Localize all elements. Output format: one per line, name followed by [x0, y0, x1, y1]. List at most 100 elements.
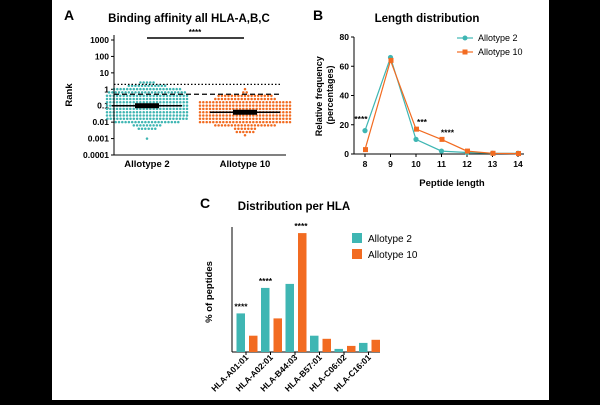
data-point-allotype-10 — [266, 124, 270, 127]
data-point-allotype-10 — [198, 104, 202, 107]
data-point-allotype-2 — [142, 117, 145, 121]
data-point-allotype-10 — [233, 94, 237, 97]
data-point-allotype-2 — [106, 117, 109, 121]
legend-label-allotype-10: Allotype 10 — [368, 250, 418, 261]
data-point-allotype-2 — [182, 101, 185, 104]
panel-a-reference-lines — [114, 83, 282, 95]
data-point-allotype-2 — [185, 101, 189, 104]
data-point-allotype-10 — [202, 110, 205, 114]
data-point-allotype-2 — [135, 97, 139, 101]
data-point-allotype-10 — [223, 97, 227, 101]
panel-b-annotations: **** ******* — [354, 114, 454, 138]
legend-swatch-allotype-2 — [352, 233, 362, 243]
data-point-allotype-2 — [168, 117, 172, 121]
data-point-allotype-10 — [208, 107, 212, 111]
data-point-allotype-2 — [149, 94, 152, 97]
data-point-allotype-2 — [152, 87, 155, 91]
data-point-allotype-2 — [137, 91, 141, 94]
bar-allotype-2 — [285, 283, 294, 352]
data-point-allotype-10 — [282, 114, 285, 117]
data-point-allotype-10 — [208, 104, 212, 107]
data-point-allotype-2 — [135, 110, 139, 114]
data-point-allotype-10 — [205, 117, 208, 121]
data-point-allotype-10 — [242, 91, 245, 94]
data-point-allotype-10 — [256, 124, 260, 127]
data-point-allotype-10 — [228, 117, 232, 121]
data-point-allotype-10 — [262, 104, 265, 107]
data-point-allotype-2 — [139, 94, 142, 97]
data-point-allotype-2 — [134, 120, 137, 124]
data-point-allotype-2 — [152, 81, 155, 84]
data-point-allotype-10 — [262, 107, 265, 111]
data-point-allotype-2 — [125, 114, 129, 117]
data-point-allotype-10 — [275, 117, 278, 121]
data-point-allotype-10 — [215, 104, 218, 107]
data-point-allotype-2 — [155, 107, 159, 111]
data-point-allotype-2 — [163, 120, 167, 124]
data-point-allotype-10 — [265, 107, 268, 111]
data-point-allotype-10 — [235, 120, 238, 124]
data-point-allotype-2 — [172, 110, 175, 114]
data-point-allotype-2 — [157, 84, 160, 88]
data-point-allotype-10 — [223, 94, 227, 97]
data-point-allotype-10 — [256, 97, 260, 101]
data-point-allotype-2 — [139, 114, 142, 117]
data-point-allotype-10 — [288, 110, 292, 114]
data-point-allotype-2 — [129, 97, 132, 101]
data-point-allotype-10 — [288, 114, 292, 117]
data-point-allotype-2 — [111, 91, 114, 94]
data-point-allotype-2 — [145, 81, 149, 84]
data-point-allotype-10 — [198, 117, 202, 121]
data-point-allotype-10 — [238, 130, 242, 134]
data-point-allotype-2 — [165, 101, 169, 104]
data-point-allotype-2 — [175, 107, 179, 111]
data-point-allotype-10 — [230, 94, 234, 97]
data-point-allotype-10 — [240, 127, 243, 130]
data-point-allotype-10 — [282, 110, 285, 114]
data-point-allotype-10 — [233, 97, 237, 101]
data-point-allotype-10 — [265, 101, 268, 104]
data-point-allotype-2 — [159, 107, 162, 111]
data-point-allotype-10 — [238, 120, 242, 124]
data-point-allotype-2 — [109, 107, 112, 111]
data-point-allotype-10 — [218, 104, 222, 107]
data-point-allotype-10 — [205, 110, 208, 114]
data-point-allotype-2 — [127, 120, 131, 124]
data-point-allotype-10 — [268, 107, 272, 111]
data-point-allotype-2 — [169, 94, 172, 97]
legend-label-allotype-2: Allotype 2 — [368, 234, 412, 245]
data-point-allotype-10 — [285, 104, 288, 107]
data-point-allotype-10 — [212, 120, 215, 124]
data-point-allotype-2 — [150, 84, 154, 88]
data-point-allotype-2 — [167, 91, 170, 94]
data-point-allotype-2 — [163, 91, 167, 94]
data-point-allotype-10 — [265, 114, 268, 117]
data-point-allotype-10 — [275, 101, 278, 104]
data-point-allotype-10 — [288, 120, 292, 124]
data-point-allotype-2 — [119, 107, 122, 111]
data-point-allotype-10 — [270, 124, 273, 127]
data-point-allotype-2 — [145, 87, 149, 91]
data-point-allotype-10 — [248, 130, 252, 134]
data-point-allotype-2 — [182, 97, 185, 101]
data-point-allotype-10 — [220, 124, 224, 127]
data-point-allotype-2 — [135, 87, 139, 91]
x-tick-label: 10 — [411, 159, 421, 169]
data-point-allotype-10 — [217, 124, 220, 127]
data-point-allotype-10 — [288, 104, 292, 107]
data-point-allotype-10 — [205, 101, 208, 104]
data-point-allotype-2 — [154, 127, 157, 130]
data-point-allotype-10 — [243, 94, 247, 97]
data-point-allotype-2 — [132, 87, 136, 91]
data-point-allotype-10 — [243, 124, 247, 127]
data-point-allotype-10 — [272, 120, 275, 124]
data-point-allotype-2 — [132, 110, 135, 114]
data-point-allotype-2 — [149, 81, 152, 84]
data-point-allotype-2 — [119, 117, 122, 121]
data-point-allotype-10 — [242, 107, 245, 111]
data-point-allotype-10 — [247, 124, 250, 127]
data-point-allotype-2 — [159, 97, 162, 101]
x-tick-label: 14 — [513, 159, 523, 169]
data-point-allotype-10 — [225, 114, 228, 117]
data-point-allotype-2 — [159, 110, 162, 114]
